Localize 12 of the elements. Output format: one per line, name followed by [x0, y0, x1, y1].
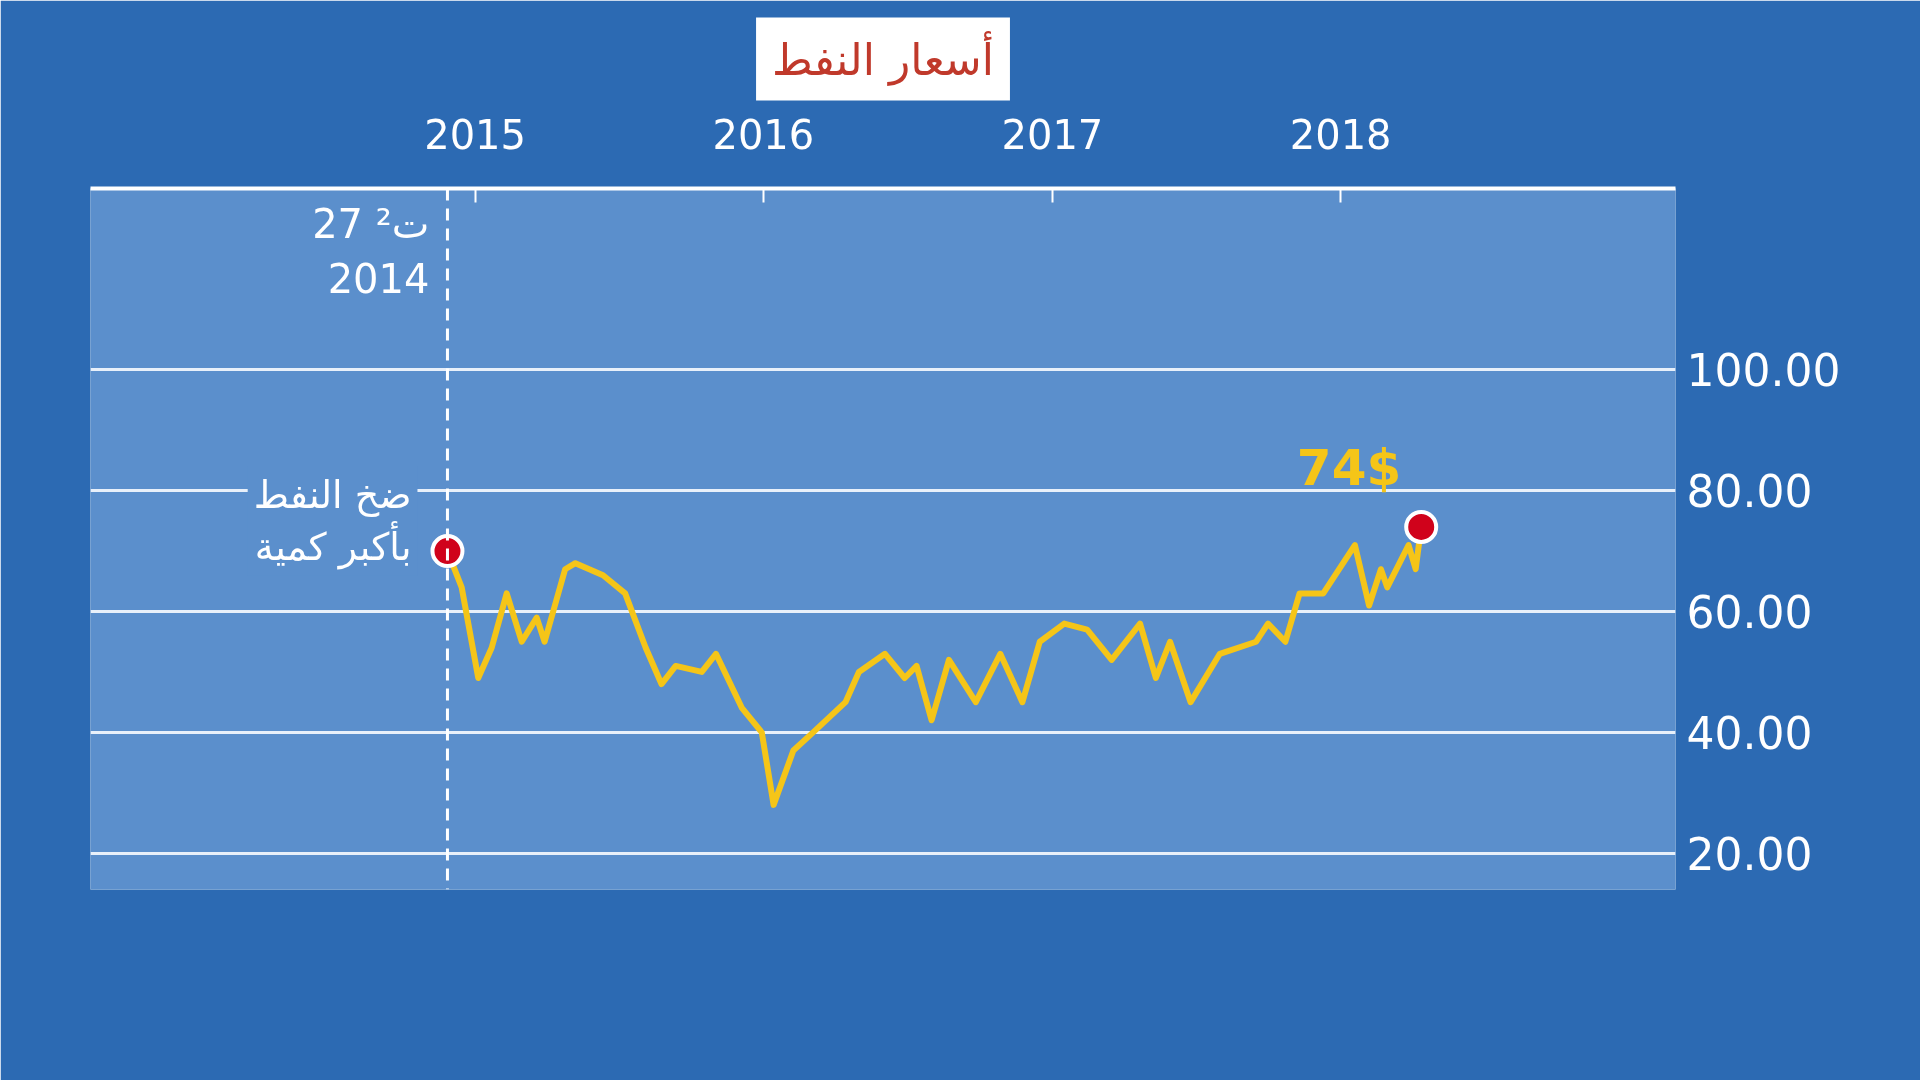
x-tick-label: 2017 [1001, 111, 1104, 158]
x-tick-label: 2016 [712, 111, 815, 158]
y-tick-label: 60.00 [1686, 587, 1813, 639]
x-tick-label: 2015 [424, 111, 526, 158]
y-tick-label: 20.00 [1686, 828, 1813, 880]
y-tick-label: 100.00 [1686, 345, 1841, 397]
chart-title: أسعار النفط [772, 30, 994, 86]
y-tick-label: 40.00 [1686, 707, 1813, 759]
annotation: ضخ النفط بأكبر كمية [253, 472, 412, 571]
y-tick-label: 80.00 [1686, 466, 1813, 518]
annotation: 74$ [1296, 438, 1402, 497]
x-tick-label: 2018 [1289, 111, 1392, 158]
